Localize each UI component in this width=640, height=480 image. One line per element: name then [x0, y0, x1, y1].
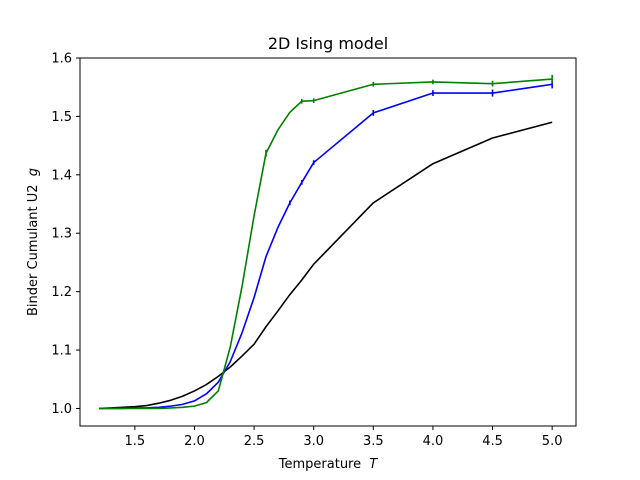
y-tick-label: 1.4: [51, 168, 72, 183]
series-2: [99, 74, 553, 410]
series-line: [99, 121, 553, 410]
y-tick-label: 1.3: [51, 227, 72, 242]
y-axis-label: Binder Cumulant U2 g: [26, 168, 41, 316]
x-tick-label: 2.5: [244, 434, 265, 449]
chart-title: 2D Ising model: [268, 34, 388, 53]
x-axis-label-text: Temperature: [278, 457, 361, 472]
x-axis-label: Temperature T: [278, 457, 379, 472]
x-tick-label: 3.0: [303, 434, 324, 449]
axes-frame: [79, 57, 577, 427]
y-tick-label: 1.5: [51, 110, 72, 125]
y-tick-label: 1.1: [51, 344, 72, 359]
series-line: [99, 78, 553, 410]
x-tick-label: 3.5: [363, 434, 384, 449]
ticks-layer: 1.5 2.0 2.5 3.0 3.5 4.0 4.5 5.0 1.0 1.1 1.2 1.3 1.4 1…: [51, 52, 562, 450]
series-0: [99, 121, 553, 410]
y-axis-label-symbol: g: [26, 168, 41, 176]
x-tick-label: 4.5: [482, 434, 503, 449]
x-tick-label: 5.0: [542, 434, 563, 449]
y-tick-label: 1.2: [51, 285, 72, 300]
series-layer: [99, 74, 553, 410]
x-tick-label: 2.0: [184, 434, 205, 449]
x-tick-label: 1.5: [125, 434, 146, 449]
y-tick-label: 1.6: [51, 52, 72, 67]
x-axis-label-symbol: T: [369, 457, 378, 472]
y-tick-label: 1.0: [51, 402, 72, 417]
x-tick-label: 4.0: [423, 434, 444, 449]
y-axis-label-text: Binder Cumulant U2: [26, 184, 41, 316]
